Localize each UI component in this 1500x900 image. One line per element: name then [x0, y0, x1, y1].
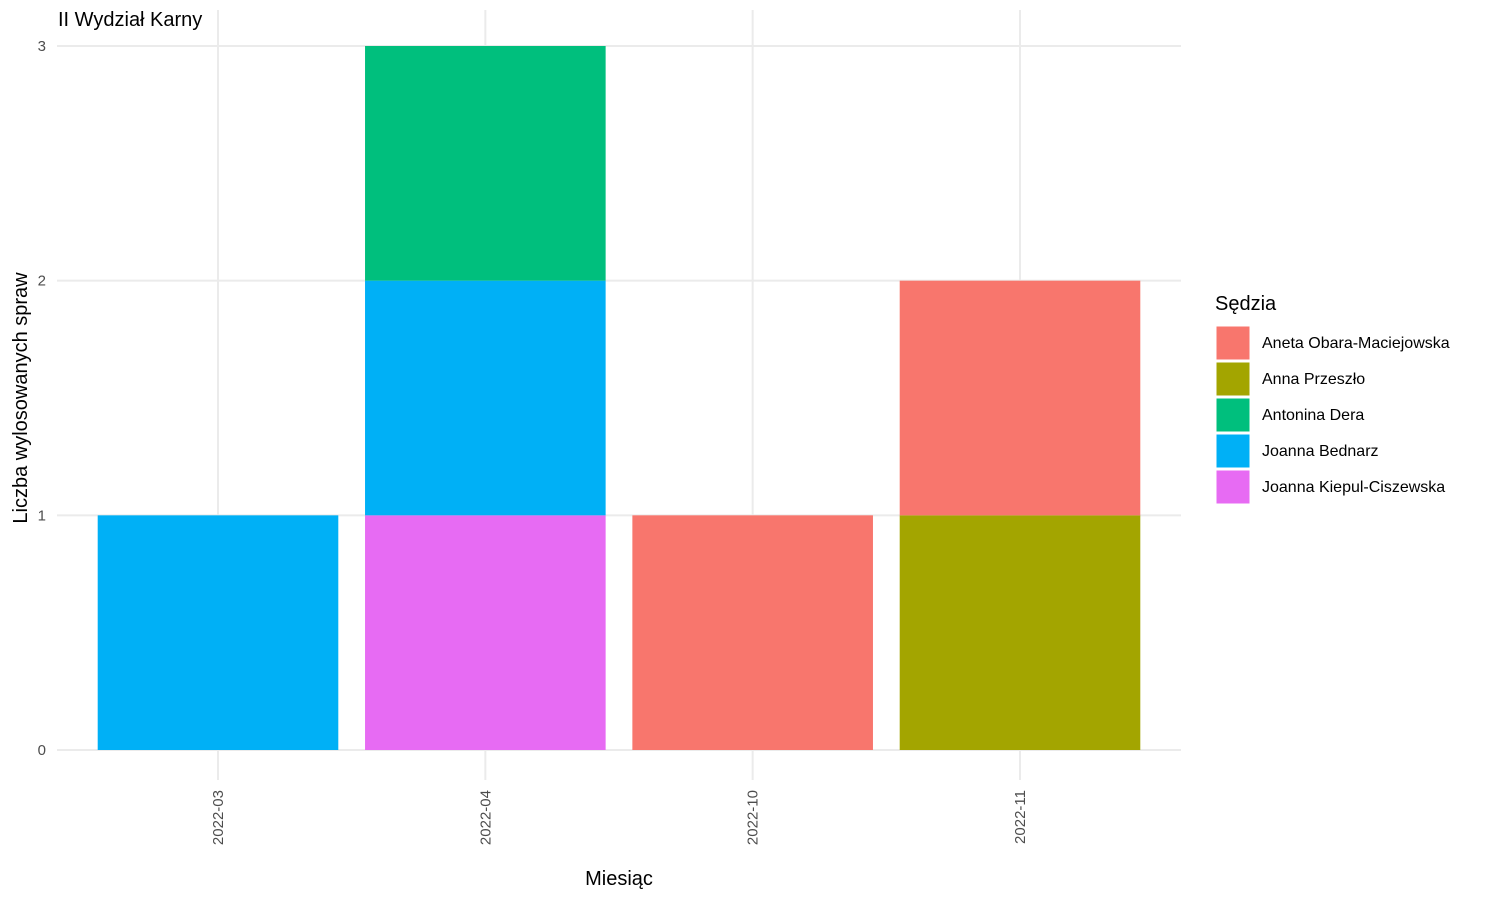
legend-swatch [1215, 433, 1251, 469]
y-tick-label: 1 [38, 507, 46, 524]
legend-label: Antonina Dera [1262, 407, 1364, 424]
bar-segment [899, 515, 1141, 750]
legend-items: Aneta Obara-Maciejowska Anna Przeszło Anto… [1215, 325, 1450, 505]
y-tick-label: 3 [38, 38, 46, 55]
y-tick-label: 0 [38, 742, 46, 759]
bar-segment [365, 280, 606, 516]
legend: Sędzia Aneta Obara-Maciejowska Anna Przes… [1215, 293, 1450, 505]
y-axis-ticks: 0 1 2 3 [38, 38, 46, 759]
legend-label: Anna Przeszło [1262, 371, 1365, 388]
legend-label: Joanna Kiepul-Ciszewska [1262, 479, 1445, 496]
legend-swatch [1215, 397, 1251, 433]
bar-segment [365, 46, 606, 281]
bar-segment [97, 515, 339, 750]
bar-segment [632, 515, 873, 750]
legend-title: Sędzia [1215, 293, 1277, 315]
bars-layer [97, 46, 1141, 750]
legend-swatch [1215, 325, 1251, 361]
legend-swatch [1215, 469, 1251, 505]
y-tick-label: 2 [38, 273, 46, 290]
x-axis-ticks: 2022-03 2022-04 2022-10 2022-11 [210, 790, 1029, 845]
legend-label: Joanna Bednarz [1262, 443, 1379, 460]
chart-title: II Wydział Karny [58, 9, 202, 31]
x-axis-title: Miesiąc [585, 868, 653, 890]
x-tick-label: 2022-10 [745, 790, 762, 845]
bar-segment [365, 515, 606, 750]
y-axis-title: Liczba wylosowanych spraw [10, 272, 32, 524]
x-tick-label: 2022-04 [477, 790, 494, 845]
bar-segment [899, 280, 1141, 516]
x-tick-label: 2022-03 [210, 790, 227, 845]
legend-label: Aneta Obara-Maciejowska [1262, 335, 1450, 352]
x-tick-label: 2022-11 [1012, 790, 1029, 844]
legend-swatch [1215, 361, 1251, 397]
